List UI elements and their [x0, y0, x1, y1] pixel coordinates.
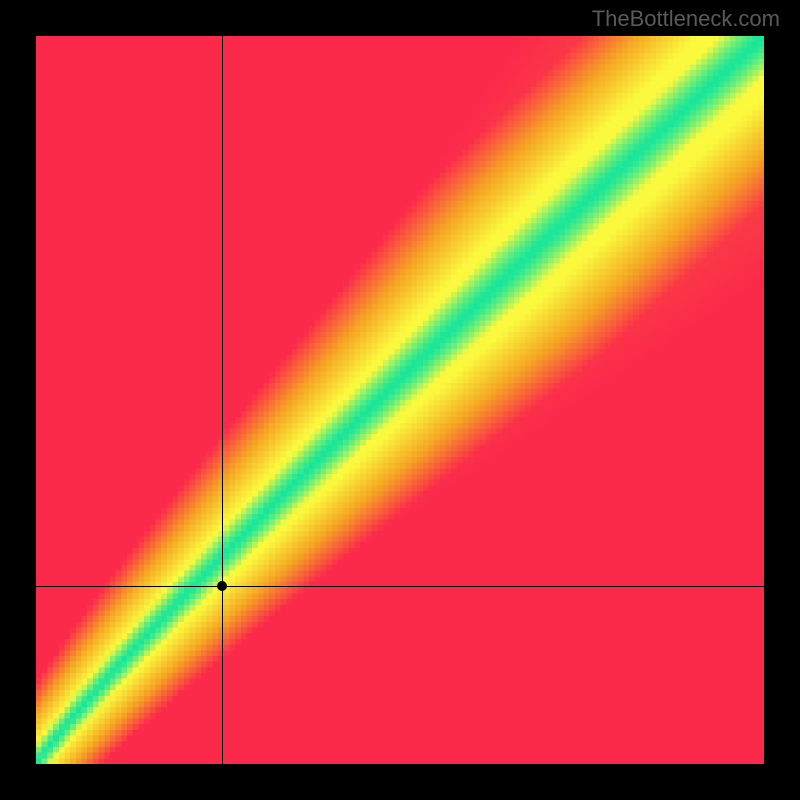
crosshair-horizontal: [36, 586, 764, 587]
chart-container: TheBottleneck.com: [0, 0, 800, 800]
marker-dot: [217, 581, 227, 591]
watermark-text: TheBottleneck.com: [592, 6, 780, 32]
plot-area: [36, 36, 764, 764]
crosshair-vertical: [222, 36, 223, 764]
heatmap-canvas: [36, 36, 764, 764]
